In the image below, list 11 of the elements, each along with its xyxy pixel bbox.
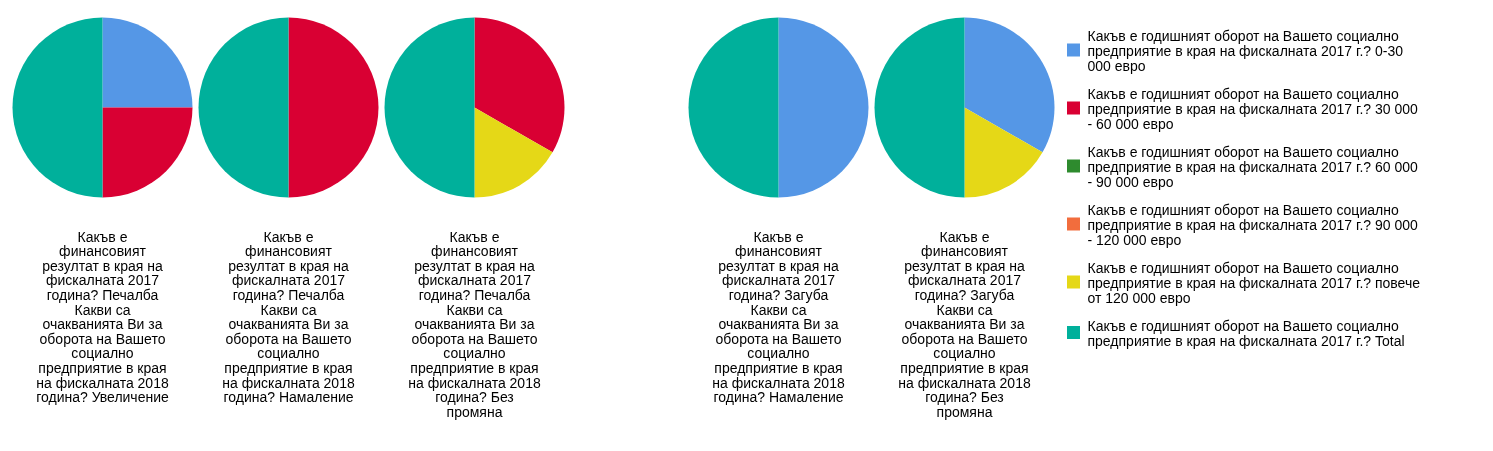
legend-label: Какъв е годишният оборот на Вашето социално предприятие в края на фискалната 2017 г.? 0-30 000 евро [1087, 27, 1404, 74]
chart-title: Какъв е финансовият резултат в края на фискалната 2017 година? Печалба Какви са очакванията Ви за оборота на Вашето социално предприятие в края на фискалната 2018 година? Намаление [222, 228, 355, 406]
legend-label: Какъв е годишният оборот на Вашето социално предприятие в края на фискалната 2017 г.? 30 000 - 60 000 евро [1087, 85, 1418, 132]
legend-label: Какъв е годишният оборот на Вашето социално предприятие в края на фискалната 2017 г.? повече от 120 000 евро [1087, 259, 1421, 306]
chart-title: Какъв е финансовият резултат в края на фискалната 2017 година? Печалба Какви са очакванията Ви за оборота на Вашето социално предприятие в края на фискалната 2018 година? Без промяна [408, 228, 541, 420]
chart-title: Какъв е финансовият резултат в края на фискалната 2017 година? Загуба Какви са очакванията Ви за оборота на Вашето социално предприятие в края на фискалната 2018 година? Без промяна [898, 228, 1031, 420]
legend-label: Какъв е годишният оборот на Вашето социално предприятие в края на фискалната 2017 г.? 60 000 - 90 000 евро [1087, 143, 1418, 190]
legend-label: Какъв е годишният оборот на Вашето социално предприятие в края на фискалната 2017 г.? 90 000 - 120 000 евро [1087, 201, 1418, 248]
chart-title: Какъв е финансовият резултат в края на фискалната 2017 година? Печалба Какви са очакванията Ви за оборота на Вашето социално предприятие в края на фискалната 2018 година? Увеличение [36, 228, 169, 406]
chart-title: Какъв е финансовият резултат в края на фискалната 2017 година? Загуба Какви са очакванията Ви за оборота на Вашето социално предприятие в края на фискалната 2018 година? Намаление [712, 228, 845, 406]
legend-label: Какъв е годишният оборот на Вашето социално предприятие в края на фискалната 2017 г.? Total [1087, 317, 1405, 349]
